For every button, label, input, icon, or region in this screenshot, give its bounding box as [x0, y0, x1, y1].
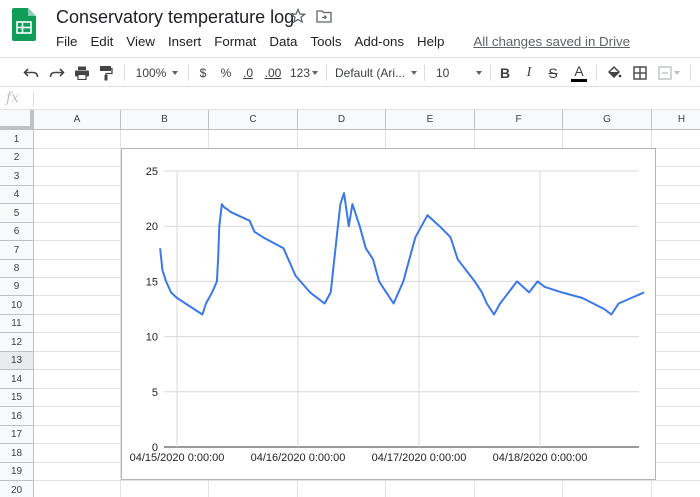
increase-decimal-button[interactable]: .00: [264, 66, 282, 80]
column-header-h[interactable]: H: [652, 110, 700, 130]
font-family-select[interactable]: Default (Ari...: [334, 58, 418, 88]
menu-format[interactable]: Format: [214, 33, 257, 49]
y-tick-label: 25: [146, 166, 158, 178]
y-tick-label: 0: [152, 442, 158, 454]
decrease-decimal-button[interactable]: .0: [242, 66, 253, 80]
row-header-5[interactable]: 5: [0, 204, 34, 223]
column-header-f[interactable]: F: [475, 110, 563, 130]
y-tick-label: 10: [146, 332, 158, 344]
row-header-15[interactable]: 15: [0, 389, 34, 407]
menu-file[interactable]: File: [56, 33, 78, 49]
column-header-a[interactable]: A: [34, 110, 121, 130]
fx-icon: fx: [6, 90, 20, 106]
star-icon[interactable]: [289, 7, 307, 24]
column-header-e[interactable]: E: [386, 110, 475, 130]
print-icon: [75, 66, 89, 80]
font-size-select[interactable]: 10: [432, 58, 486, 88]
row-header-2[interactable]: 2: [0, 149, 34, 167]
row-header-6[interactable]: 6: [0, 223, 34, 241]
move-to-folder-icon[interactable]: [316, 9, 332, 23]
row-header-13[interactable]: 13: [0, 352, 34, 370]
formula-bar: fx: [0, 88, 700, 110]
row-header-11[interactable]: 11: [0, 315, 34, 333]
row-header-8[interactable]: 8: [0, 260, 34, 278]
row-header-7[interactable]: 7: [0, 241, 34, 260]
borders-button[interactable]: [628, 58, 652, 88]
undo-icon: [23, 68, 39, 78]
menu-help[interactable]: Help: [417, 33, 445, 49]
chevron-down-icon: [411, 71, 418, 75]
zoom-value: 100%: [135, 66, 167, 80]
row-header-19[interactable]: 19: [0, 463, 34, 481]
formula-input[interactable]: [40, 91, 690, 107]
print-button[interactable]: [70, 58, 94, 88]
italic-button[interactable]: I: [526, 65, 532, 80]
row-header-4[interactable]: 4: [0, 186, 34, 204]
title-bar: Conservatory temperature log File Edit V…: [0, 0, 700, 56]
row-header-12[interactable]: 12: [0, 333, 34, 352]
sheets-logo-icon[interactable]: [12, 8, 36, 41]
chevron-down-icon: [476, 71, 482, 75]
more-formats-button[interactable]: 123: [288, 58, 320, 88]
font-family-value: Default (Ari...: [334, 66, 406, 80]
currency-format-button[interactable]: $: [199, 66, 207, 80]
column-header-c[interactable]: C: [209, 110, 298, 130]
text-color-button[interactable]: A: [568, 58, 590, 88]
fill-color-icon: [607, 65, 622, 79]
row-header-20[interactable]: 20: [0, 481, 34, 497]
menu-insert[interactable]: Insert: [167, 33, 202, 49]
text-color-bar: [571, 79, 587, 82]
row-header-9[interactable]: 9: [0, 278, 34, 296]
strikethrough-button[interactable]: S: [548, 65, 558, 81]
column-header-d[interactable]: D: [298, 110, 386, 130]
x-tick-label: 04/16/2020 0:00:00: [251, 452, 346, 464]
row-header-16[interactable]: 16: [0, 407, 34, 426]
chevron-down-icon: [674, 71, 680, 75]
row-header-18[interactable]: 18: [0, 444, 34, 463]
merge-cells-icon: [658, 66, 672, 80]
chevron-down-icon: [172, 71, 179, 75]
percent-format-button[interactable]: %: [220, 66, 232, 80]
merge-cells-button[interactable]: [654, 58, 684, 88]
temperature-chart[interactable]: 0 5 10 15 20 25 04/15/2020 0:00:00 04/16/2020 0…: [121, 148, 656, 480]
chevron-down-icon: [312, 71, 319, 75]
temperature-series-line: [159, 192, 645, 316]
redo-icon: [49, 68, 65, 78]
column-header-g[interactable]: G: [563, 110, 652, 130]
x-tick-label: 04/17/2020 0:00:00: [372, 452, 467, 464]
row-header-17[interactable]: 17: [0, 426, 34, 444]
menu-edit[interactable]: Edit: [90, 33, 114, 49]
document-title[interactable]: Conservatory temperature log: [56, 7, 295, 27]
row-header-10[interactable]: 10: [0, 296, 34, 315]
y-tick-label: 15: [146, 276, 158, 288]
paint-format-icon: [100, 66, 113, 81]
save-status-link[interactable]: All changes saved in Drive: [473, 33, 631, 49]
line-chart: 0 5 10 15 20 25 04/15/2020 0:00:00 04/16/2020 0…: [130, 166, 645, 464]
menu-addons[interactable]: Add-ons: [354, 33, 405, 49]
x-tick-label: 04/18/2020 0:00:00: [493, 452, 588, 464]
column-header-b[interactable]: B: [121, 110, 209, 130]
select-all-corner[interactable]: [0, 110, 34, 130]
redo-button[interactable]: [44, 58, 70, 88]
bold-button[interactable]: B: [499, 65, 511, 81]
text-color-label: A: [574, 63, 584, 79]
fill-color-button[interactable]: [602, 58, 626, 88]
toolbar: 100% $ % .0 .00 123 Default (Ari... 10 B…: [0, 57, 700, 87]
row-header-3[interactable]: 3: [0, 167, 34, 186]
menu-data[interactable]: Data: [269, 33, 298, 49]
y-tick-label: 20: [146, 221, 158, 233]
menu-view[interactable]: View: [126, 33, 155, 49]
menu-tools[interactable]: Tools: [310, 33, 342, 49]
zoom-select[interactable]: 100%: [131, 58, 183, 88]
paint-format-button[interactable]: [94, 58, 118, 88]
x-tick-label: 04/15/2020 0:00:00: [130, 452, 225, 464]
more-formats-label: 123: [289, 66, 311, 80]
font-size-value: 10: [436, 66, 450, 80]
row-header-1[interactable]: 1: [0, 130, 34, 149]
borders-icon: [633, 66, 647, 80]
y-tick-label: 5: [152, 387, 158, 399]
undo-button[interactable]: [18, 58, 44, 88]
row-header-14[interactable]: 14: [0, 370, 34, 389]
menu-bar: File Edit View Insert Format Data Tools …: [56, 32, 630, 50]
